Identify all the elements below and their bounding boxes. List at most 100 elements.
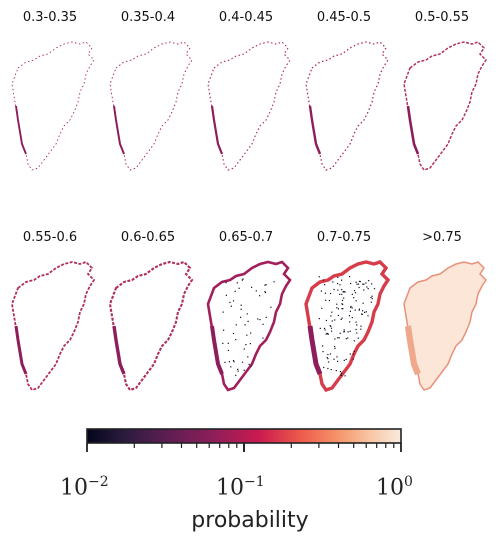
interior-cell	[230, 305, 232, 307]
west-coast-band	[210, 325, 224, 375]
interior-cell	[350, 305, 352, 308]
interior-cell	[353, 290, 356, 292]
interior-cell	[343, 329, 345, 331]
interior-cell	[264, 291, 266, 293]
interior-cell	[370, 296, 372, 299]
interior-cell	[327, 361, 330, 363]
interior-cell	[361, 313, 363, 315]
interior-cell	[337, 283, 339, 285]
interior-cell	[329, 325, 331, 327]
interior-cell	[232, 332, 235, 335]
interior-cell	[329, 292, 332, 295]
panel-title: 0.65-0.7	[218, 230, 274, 245]
interior-cell	[345, 338, 347, 340]
interior-cell	[339, 284, 341, 286]
interior-cell	[337, 308, 339, 310]
interior-cell	[342, 303, 344, 305]
ice-sheet	[207, 41, 291, 171]
interior-cell	[327, 358, 329, 360]
greenland-map	[108, 260, 194, 392]
interior-cell	[331, 320, 333, 322]
interior-cell	[325, 299, 327, 301]
interior-cell	[324, 329, 326, 331]
interior-cell	[359, 281, 361, 283]
interior-cell	[235, 374, 237, 376]
interior-cell	[340, 372, 342, 375]
interior-cell	[248, 363, 250, 365]
west-coast-band	[14, 325, 28, 375]
interior-cell	[362, 283, 364, 285]
interior-cell	[343, 330, 345, 333]
interior-cell	[329, 353, 332, 355]
interior-cell	[337, 337, 339, 339]
interior-cell	[259, 295, 261, 297]
west-coast-band	[15, 105, 27, 155]
west-coast-band	[406, 105, 420, 155]
interior-cell	[360, 328, 362, 330]
panel-title: 0.3-0.35	[22, 10, 78, 25]
interior-cell	[340, 318, 342, 320]
interior-cell	[337, 289, 339, 291]
interior-cell	[351, 293, 353, 295]
colorbar-label: probability	[191, 508, 309, 533]
tick-label-max: 100	[376, 474, 413, 501]
panel-title: 0.5-0.55	[414, 10, 470, 25]
interior-cell	[325, 333, 327, 335]
greenland-map	[305, 41, 389, 171]
interior-cell	[330, 325, 332, 327]
interior-cell	[334, 319, 336, 321]
interior-cell	[365, 282, 367, 284]
interior-cell	[358, 309, 360, 311]
interior-cell	[223, 329, 225, 331]
interior-cell	[345, 358, 347, 360]
greenland-map	[11, 260, 96, 392]
greenland-map	[304, 260, 391, 393]
colorbar-tick-labels: 10−2 10−1 100	[60, 450, 413, 500]
interior-cell	[367, 315, 369, 317]
interior-cell	[246, 334, 248, 336]
interior-cell	[340, 374, 342, 376]
interior-cell	[349, 310, 351, 312]
interior-cell	[348, 315, 351, 317]
interior-cell	[333, 288, 335, 291]
interior-cell	[265, 316, 267, 318]
interior-cell	[341, 293, 343, 295]
colorbar-gradient	[86, 428, 402, 444]
interior-cell	[371, 283, 373, 285]
interior-cell	[338, 337, 340, 339]
interior-cell	[222, 311, 224, 313]
ice-sheet	[11, 41, 95, 171]
interior-cell	[250, 365, 252, 367]
interior-cell	[343, 291, 345, 293]
interior-cell	[352, 353, 355, 355]
panel-title: 0.35-0.4	[120, 10, 176, 25]
interior-cell	[349, 276, 351, 278]
interior-cell	[351, 307, 353, 309]
interior-cell	[326, 356, 328, 359]
greenland-map	[109, 41, 193, 171]
interior-cell	[341, 289, 343, 291]
interior-cell	[353, 297, 355, 299]
interior-cell	[240, 308, 242, 310]
interior-cell	[323, 366, 325, 369]
interior-cell	[341, 374, 343, 376]
ice-sheet	[403, 41, 487, 171]
interior-cell	[337, 360, 339, 362]
interior-cell	[240, 304, 242, 306]
interior-cell	[241, 361, 244, 363]
interior-cell	[350, 282, 352, 285]
interior-cell	[373, 288, 376, 290]
interior-cell	[265, 284, 267, 286]
interior-cell	[334, 347, 336, 349]
interior-cell	[343, 359, 345, 361]
west-coast-band	[210, 105, 224, 155]
interior-cell	[339, 293, 341, 295]
interior-cell	[358, 286, 360, 289]
interior-cell	[318, 276, 320, 278]
map-layer	[304, 260, 391, 393]
west-coast-band	[112, 325, 126, 375]
interior-cell	[236, 282, 238, 284]
tick-label-mid: 10−1	[216, 474, 265, 501]
interior-cell	[235, 339, 237, 341]
interior-cell	[357, 337, 359, 339]
